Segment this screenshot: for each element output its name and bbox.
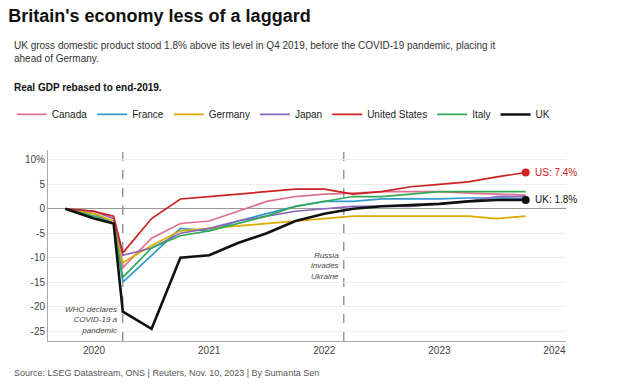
svg-text:UK gross domestic product stoo: UK gross domestic product stood 1.8% abo… xyxy=(14,40,496,64)
svg-text:-5: -5 xyxy=(36,228,45,239)
svg-text:-20: -20 xyxy=(31,301,46,312)
svg-text:-25: -25 xyxy=(31,326,46,337)
svg-text:France: France xyxy=(132,109,164,120)
svg-text:United States: United States xyxy=(367,109,427,120)
svg-text:WHO declaresCOVID-19 apandemic: WHO declaresCOVID-19 apandemic xyxy=(65,305,118,335)
svg-text:Japan: Japan xyxy=(295,109,322,120)
svg-text:5: 5 xyxy=(39,179,45,190)
svg-text:2020: 2020 xyxy=(83,345,106,356)
svg-text:Real GDP rebased to end-2019.: Real GDP rebased to end-2019. xyxy=(14,82,162,93)
svg-text:Italy: Italy xyxy=(472,109,490,120)
svg-text:2024: 2024 xyxy=(543,345,566,356)
svg-text:10%: 10% xyxy=(25,154,45,165)
svg-text:UK: UK xyxy=(536,109,550,120)
svg-text:Germany: Germany xyxy=(209,109,250,120)
svg-text:-15: -15 xyxy=(31,277,46,288)
svg-text:2021: 2021 xyxy=(198,345,221,356)
svg-text:2023: 2023 xyxy=(428,345,451,356)
svg-text:UK: 1.8%: UK: 1.8% xyxy=(535,194,577,205)
svg-text:Canada: Canada xyxy=(52,109,87,120)
svg-text:0: 0 xyxy=(39,203,45,214)
svg-text:Source: LSEG Datastream, ONS |: Source: LSEG Datastream, ONS | Reuters, … xyxy=(14,368,319,378)
svg-text:2022: 2022 xyxy=(313,345,336,356)
svg-text:Britain's economy less of a la: Britain's economy less of a laggard xyxy=(8,6,310,26)
svg-text:US: 7.4%: US: 7.4% xyxy=(535,167,577,178)
svg-text:-10: -10 xyxy=(31,252,46,263)
svg-text:RussiainvadesUkraine: RussiainvadesUkraine xyxy=(311,251,339,281)
